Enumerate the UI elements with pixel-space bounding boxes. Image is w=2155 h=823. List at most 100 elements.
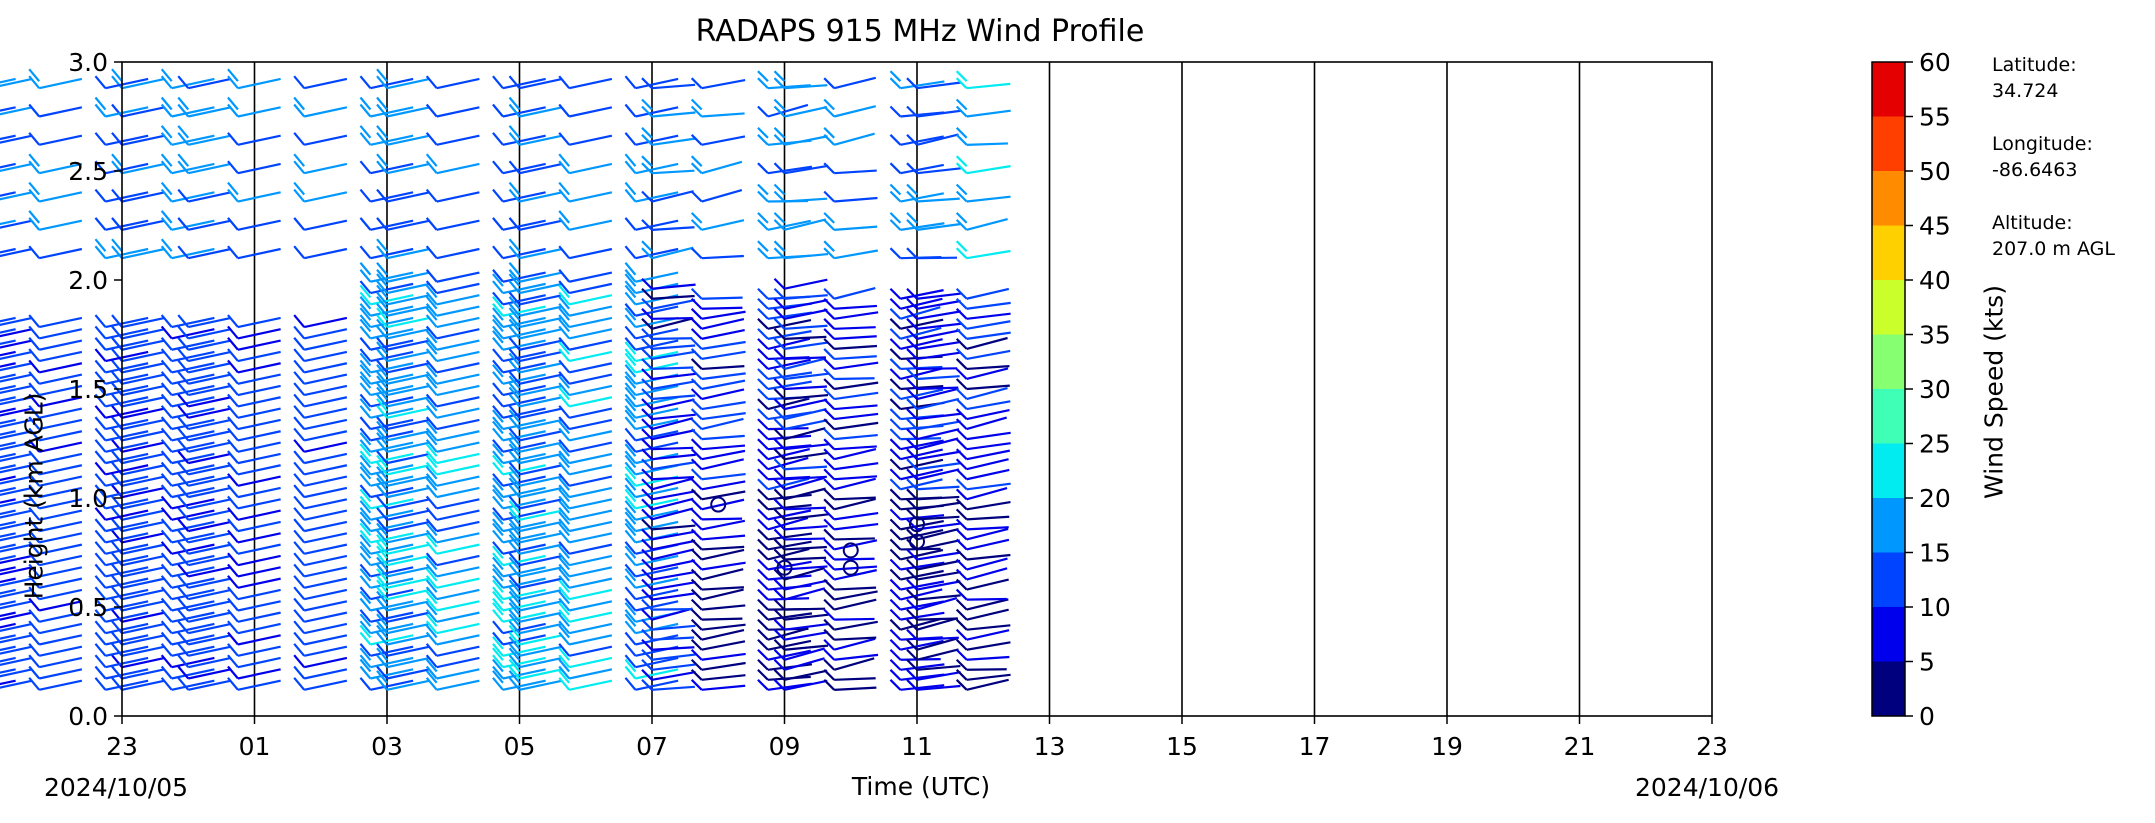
wind-barb-flag bbox=[111, 507, 123, 521]
wind-barb-shaft bbox=[966, 557, 1008, 571]
colorbar-label: Wind Speed (kts) bbox=[1979, 285, 2009, 499]
wind-barb-shaft bbox=[784, 657, 825, 671]
wind-barb-shaft bbox=[916, 310, 961, 320]
wind-barb-shaft bbox=[370, 622, 414, 635]
wind-barb-shaft bbox=[966, 195, 1011, 203]
wind-barb-flag bbox=[690, 318, 703, 330]
wind-barb-shaft bbox=[916, 292, 962, 300]
wind-barb-shaft bbox=[502, 294, 546, 306]
wind-barb-flag bbox=[624, 284, 637, 299]
wind-barb-flag bbox=[359, 439, 372, 453]
wind-barb-flag bbox=[773, 287, 786, 300]
wind-barb-shaft bbox=[0, 77, 33, 88]
wind-barb-shaft bbox=[651, 344, 696, 350]
wind-barb-shaft bbox=[834, 557, 875, 561]
wind-barb-flag bbox=[376, 273, 388, 287]
wind-barb-flag bbox=[773, 77, 786, 89]
wind-barb-shaft bbox=[568, 162, 613, 175]
wind-barb-flag bbox=[823, 219, 835, 231]
wind-barb-shaft bbox=[651, 372, 697, 381]
wind-barb-flag bbox=[111, 461, 123, 476]
wind-barb-shaft bbox=[784, 419, 828, 431]
wind-barb-shaft bbox=[767, 639, 812, 651]
wind-barb-flag bbox=[94, 518, 107, 532]
wind-barb-flag bbox=[28, 68, 41, 82]
wind-barb-flag bbox=[889, 190, 902, 203]
wind-barb-flag bbox=[508, 409, 521, 423]
wind-barb-flag bbox=[624, 181, 637, 196]
wind-barb-shaft bbox=[784, 476, 825, 491]
wind-barb-flag bbox=[624, 500, 637, 514]
wind-barb-shaft bbox=[916, 515, 960, 521]
wind-barb-flag bbox=[28, 188, 41, 203]
wind-barb-shaft bbox=[0, 645, 33, 655]
wind-barb-shaft bbox=[502, 543, 546, 555]
wind-barb-shaft bbox=[519, 339, 563, 351]
wind-barb-flag bbox=[641, 478, 653, 491]
wind-barb-shaft bbox=[105, 611, 149, 623]
wind-barb-shaft bbox=[834, 686, 877, 691]
wind-barb-flag bbox=[823, 368, 835, 380]
wind-barb-shaft bbox=[966, 641, 1011, 651]
wind-barb-flag bbox=[773, 468, 786, 481]
wind-barb-flag bbox=[359, 375, 372, 389]
y-tick-label: 1.0 bbox=[68, 484, 108, 513]
wind-barb-flag bbox=[690, 458, 703, 471]
wind-barb-shaft bbox=[916, 485, 960, 491]
y-tick-label: 3.0 bbox=[68, 48, 108, 77]
wind-barb-flag bbox=[425, 450, 438, 464]
wind-barb-flag bbox=[955, 287, 968, 300]
wind-barb-shaft bbox=[121, 396, 165, 408]
wind-barb-flag bbox=[376, 568, 388, 582]
wind-barb-flag bbox=[177, 609, 190, 623]
wind-barb-shaft bbox=[436, 328, 480, 340]
wind-barb-shaft bbox=[651, 394, 696, 401]
wind-barb-shaft bbox=[121, 384, 165, 397]
wind-barb-flag bbox=[293, 597, 306, 612]
wind-barb-shaft bbox=[121, 600, 165, 612]
wind-barb-flag bbox=[823, 638, 835, 651]
wind-barb-flag bbox=[227, 405, 239, 419]
wind-barb-shaft bbox=[436, 350, 480, 363]
wind-barb-flag bbox=[160, 405, 173, 419]
wind-barb-shaft bbox=[0, 362, 16, 368]
wind-barb-shaft bbox=[767, 663, 813, 671]
wind-barb-flag bbox=[757, 378, 769, 390]
wind-barb-flag bbox=[376, 575, 388, 589]
wind-barb-shaft bbox=[502, 328, 546, 340]
wind-barb-flag bbox=[508, 348, 521, 362]
wind-barb-flag bbox=[508, 658, 521, 673]
wind-barb-shaft bbox=[966, 527, 1009, 541]
wind-barb-flag bbox=[359, 658, 372, 673]
wind-barb-flag bbox=[94, 132, 107, 146]
wind-barb-shaft bbox=[121, 106, 165, 118]
wind-barb-flag bbox=[359, 568, 372, 582]
wind-barb-shaft bbox=[370, 486, 414, 499]
wind-barb-flag bbox=[624, 269, 637, 283]
wind-barb-flag bbox=[425, 337, 438, 351]
wind-barb-flag bbox=[160, 153, 173, 167]
wind-barb-shaft bbox=[38, 634, 83, 646]
wind-barb-flag bbox=[889, 628, 902, 641]
wind-barb-flag bbox=[889, 318, 902, 330]
wind-barb-flag bbox=[425, 405, 438, 419]
wind-barb-shaft bbox=[0, 464, 33, 474]
wind-barb-shaft bbox=[767, 448, 811, 461]
wind-barb-shaft bbox=[900, 617, 942, 631]
wind-barb-shaft bbox=[834, 196, 878, 203]
wind-barb-flag bbox=[955, 468, 968, 481]
wind-barb-shaft bbox=[568, 430, 613, 442]
wind-barb-flag bbox=[28, 620, 41, 634]
wind-barb-shaft bbox=[370, 588, 414, 601]
wind-barb-shaft bbox=[784, 513, 829, 521]
wind-barb-shaft bbox=[386, 486, 430, 499]
wind-barb-shaft bbox=[105, 430, 149, 442]
wind-barb-shaft bbox=[635, 407, 679, 419]
wind-barb-shaft bbox=[701, 189, 743, 203]
wind-barb-flag bbox=[641, 134, 653, 146]
chart-title: RADAPS 915 MHz Wind Profile bbox=[695, 14, 1145, 49]
wind-barb-shaft bbox=[121, 316, 165, 329]
wind-barb-flag bbox=[823, 134, 835, 146]
wind-barb-shaft bbox=[916, 468, 960, 481]
